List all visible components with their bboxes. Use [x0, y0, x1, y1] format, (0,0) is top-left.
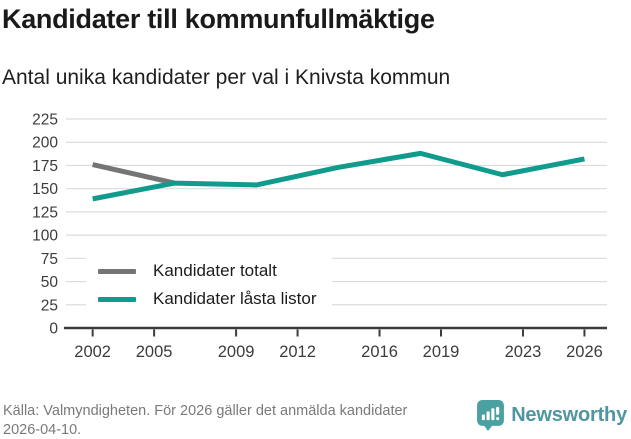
- x-tick-label: 2016: [361, 343, 398, 361]
- y-tick-label: 100: [32, 228, 58, 245]
- y-tick-label: 200: [32, 135, 58, 152]
- x-tick-label: 2026: [566, 343, 603, 361]
- x-tick-label: 2019: [423, 343, 460, 361]
- chart-legend: Kandidater totalt Kandidater låsta listo…: [86, 255, 333, 317]
- source-note: Källa: Valmyndigheten. För 2026 gäller d…: [3, 403, 408, 439]
- newsworthy-wordmark: Newsworthy: [511, 404, 627, 426]
- legend-item-kandidater-lasta-listor: Kandidater låsta listor: [98, 289, 316, 309]
- y-tick-label: 150: [32, 181, 58, 198]
- chart-subtitle: Antal unika kandidater per val i Knivsta…: [2, 66, 451, 89]
- series-line-kandidater-totalt: [92, 162, 176, 186]
- series-line-kandidater-l-sta-listor: [92, 150, 585, 202]
- legend-label: Kandidater totalt: [153, 261, 277, 280]
- x-tick-label: 2005: [136, 343, 173, 361]
- legend-swatch-gray: [98, 268, 136, 274]
- x-tick-label: 2012: [279, 343, 316, 361]
- y-tick-label: 175: [32, 158, 58, 175]
- y-tick-label: 225: [32, 112, 58, 129]
- newsworthy-icon: [477, 400, 505, 431]
- legend-label: Kandidater låsta listor: [153, 289, 317, 308]
- x-tick-label: 2023: [505, 343, 542, 361]
- x-tick-label: 2009: [218, 343, 255, 361]
- y-tick-label: 50: [41, 274, 59, 291]
- y-tick-label: 125: [32, 204, 58, 221]
- y-tick-label: 0: [49, 321, 58, 338]
- legend-swatch-teal: [98, 296, 136, 302]
- y-tick-label: 75: [41, 251, 58, 268]
- newsworthy-logo: Newsworthy: [477, 400, 627, 431]
- y-tick-label: 25: [41, 297, 58, 314]
- chart-title: Kandidater till kommunfullmäktige: [2, 4, 435, 34]
- legend-item-kandidater-totalt: Kandidater totalt: [98, 261, 316, 281]
- x-tick-label: 2002: [74, 343, 111, 361]
